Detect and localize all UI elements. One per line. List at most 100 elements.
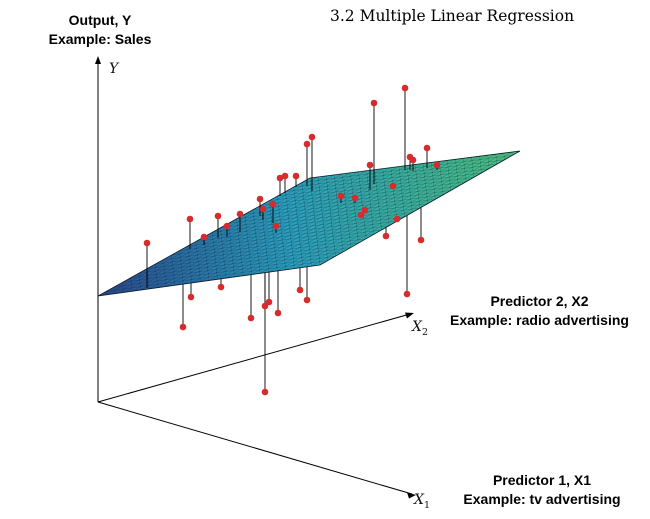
x1-axis-label: X1 — [413, 492, 430, 511]
observation-point — [269, 200, 277, 208]
observation-point — [143, 239, 151, 247]
observation-point — [200, 233, 208, 241]
observation-point — [256, 195, 264, 203]
mesh-line — [285, 163, 497, 192]
section-heading: 3.2 Multiple Linear Regression — [330, 7, 575, 25]
observation-point — [370, 99, 378, 107]
mesh-line — [268, 157, 472, 273]
mesh-line — [447, 160, 451, 191]
mesh-line — [471, 157, 475, 178]
mesh-line — [382, 168, 390, 226]
observation-point — [393, 215, 401, 223]
observation-point — [382, 232, 390, 240]
mesh-line — [228, 194, 444, 224]
axes — [95, 56, 416, 499]
mesh-line — [122, 282, 124, 293]
observation-point — [361, 206, 369, 214]
mesh-line — [366, 170, 375, 235]
x2-axis — [97, 313, 411, 403]
regression-plane — [97, 150, 521, 297]
mesh-line — [236, 218, 244, 276]
observation-point — [303, 140, 311, 148]
observation-point — [366, 161, 374, 169]
mesh-line — [430, 162, 436, 200]
mesh-line — [212, 203, 428, 233]
mesh-line — [309, 177, 321, 266]
mesh-line — [187, 246, 193, 283]
mesh-line — [130, 277, 133, 292]
observation-point — [179, 323, 187, 331]
observation-point — [417, 236, 425, 244]
mesh-line — [406, 165, 413, 213]
observation-point — [276, 174, 284, 182]
predictor2-annotation: Predictor 2, X2 Example: radio advertisi… — [432, 292, 647, 330]
mesh-line — [390, 167, 398, 222]
mesh-line — [439, 161, 444, 195]
mesh-line — [261, 177, 474, 206]
observation-point — [357, 211, 365, 219]
observation-point — [265, 298, 273, 306]
predictor2-annotation-line2: Example: radio advertising — [450, 312, 629, 328]
output-annotation-line1: Output, Y — [68, 12, 132, 28]
mesh-line — [479, 156, 482, 173]
mesh-line — [311, 151, 513, 267]
mesh-line — [179, 250, 184, 285]
mesh-line — [285, 155, 488, 270]
mesh-line — [171, 255, 176, 286]
observation-point — [247, 314, 255, 322]
predictor1-annotation: Predictor 1, X1 Example: tv advertising — [442, 471, 642, 509]
predictor1-annotation-line1: Predictor 1, X1 — [492, 472, 592, 488]
mesh-line — [225, 162, 432, 279]
mesh-line — [334, 174, 344, 252]
mesh-line — [285, 191, 295, 269]
mesh-line — [163, 259, 167, 287]
observation-point — [308, 133, 316, 141]
predictor2-annotation-line1: Predictor 2, X2 — [490, 293, 589, 309]
observation-point — [259, 205, 267, 213]
y-axis-label: Y — [109, 61, 120, 77]
observation-point — [351, 194, 359, 202]
mesh-line — [277, 196, 287, 270]
mesh-line — [422, 163, 428, 204]
mesh-line — [244, 214, 252, 275]
mesh-line — [301, 155, 513, 183]
mesh-line — [138, 273, 141, 291]
observation-point — [389, 182, 397, 190]
mesh-line — [234, 161, 440, 278]
mesh-line — [302, 152, 504, 268]
mesh-line — [203, 236, 210, 281]
x1-axis — [97, 401, 413, 495]
y-axis-arrowhead — [95, 56, 101, 64]
x2-axis-arrowhead — [405, 312, 414, 319]
plane-surface — [98, 151, 520, 296]
mesh-line — [293, 159, 505, 188]
mesh-line — [269, 200, 278, 271]
mesh-line — [277, 156, 480, 272]
observation-point — [403, 290, 411, 298]
observation-point — [401, 84, 409, 92]
mesh-line — [293, 187, 304, 268]
mesh-line — [195, 241, 201, 282]
observation-point — [187, 293, 195, 301]
observation-point — [292, 172, 300, 180]
mesh-line — [358, 171, 367, 239]
mesh-line — [269, 172, 482, 201]
observation-point — [281, 172, 289, 180]
observation-point — [261, 302, 269, 310]
observation-point — [236, 210, 244, 218]
mesh-line — [244, 185, 459, 215]
x2-axis-label: X2 — [411, 319, 428, 338]
mesh-line — [220, 227, 227, 279]
mesh-line — [495, 154, 498, 165]
mesh-line — [243, 160, 448, 276]
mesh-line — [251, 159, 456, 275]
x1-label-base: X — [413, 492, 425, 508]
mesh-line — [277, 168, 490, 197]
mesh-line — [487, 155, 490, 169]
mesh-line — [114, 286, 116, 294]
x2-label-base: X — [411, 319, 423, 335]
observation-point — [303, 296, 311, 304]
plane-outline — [97, 150, 521, 297]
observation-point — [214, 212, 222, 220]
observation-point — [337, 192, 345, 200]
